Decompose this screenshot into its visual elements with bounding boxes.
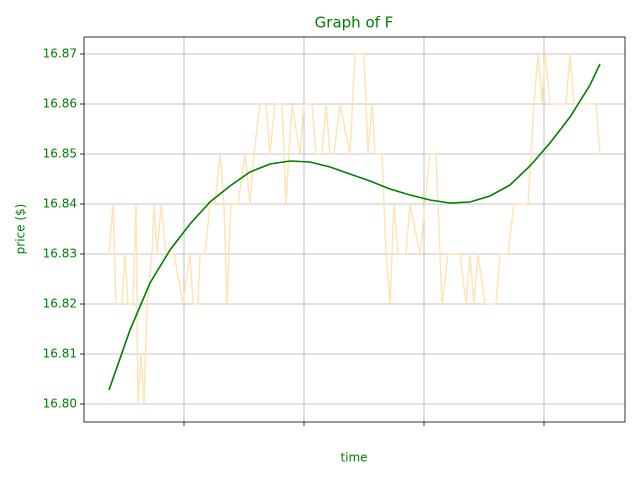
- y-tick-label: 16.83: [43, 247, 77, 261]
- y-tick-label: 16.81: [43, 347, 77, 361]
- y-tick-label: 16.80: [43, 397, 77, 411]
- data-line: [108, 63, 601, 391]
- plot-frame: [83, 36, 626, 423]
- y-tick-label: 16.86: [43, 97, 77, 111]
- y-axis-label: price ($): [14, 204, 28, 255]
- chart-title: Graph of F: [315, 14, 394, 32]
- x-axis-label: time: [340, 451, 367, 465]
- y-tick-label: 16.82: [43, 297, 77, 311]
- y-tick-label: 16.85: [43, 147, 77, 161]
- data-line: [108, 53, 601, 405]
- y-tick-label: 16.87: [43, 47, 77, 61]
- y-tick-label: 16.84: [43, 197, 77, 211]
